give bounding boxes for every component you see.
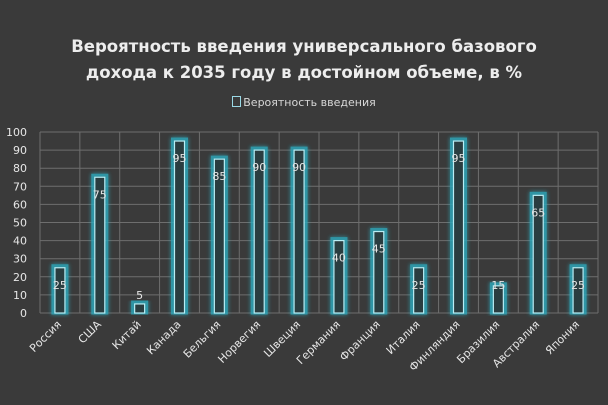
y-tick-label: 80 <box>13 162 27 175</box>
data-label: 25 <box>412 279 426 292</box>
chart-title: Вероятность введения универсального базо… <box>0 34 608 86</box>
x-tick-label: США <box>76 318 105 347</box>
x-tick-label: Япония <box>543 318 582 357</box>
data-label: 5 <box>136 289 143 302</box>
legend-label: Вероятность введения <box>243 96 376 109</box>
data-label: 90 <box>252 161 266 174</box>
data-label: 40 <box>332 252 346 265</box>
bar <box>452 140 465 314</box>
bar <box>293 149 305 314</box>
data-label: 25 <box>53 279 67 292</box>
y-tick-label: 100 <box>6 126 27 139</box>
legend-swatch <box>232 96 242 107</box>
data-label: 65 <box>531 206 545 219</box>
x-tick-label: Италия <box>384 318 423 357</box>
data-label: 15 <box>491 279 505 292</box>
x-tick-label: Китай <box>110 318 144 352</box>
data-label: 95 <box>173 152 187 165</box>
bar <box>94 176 106 314</box>
y-tick-label: 40 <box>13 235 27 248</box>
data-label: 90 <box>292 161 306 174</box>
bar <box>572 267 584 314</box>
data-label: 45 <box>372 243 386 256</box>
bar <box>253 149 265 314</box>
y-tick-label: 20 <box>13 271 27 284</box>
bar <box>333 240 345 314</box>
y-tick-label: 70 <box>13 180 27 193</box>
y-tick-label: 0 <box>20 307 27 320</box>
x-tick-label: Россия <box>27 318 64 355</box>
bar <box>134 303 146 314</box>
data-label: 95 <box>452 152 466 165</box>
bar <box>532 194 544 314</box>
y-tick-label: 50 <box>13 217 27 230</box>
y-tick-label: 60 <box>13 198 27 211</box>
bar <box>213 158 225 314</box>
data-label: 85 <box>212 170 226 183</box>
bar <box>54 267 66 314</box>
x-tick-label: Норвегия <box>215 318 263 366</box>
bar <box>492 285 504 314</box>
x-tick-label: Франция <box>337 318 383 364</box>
data-label: 25 <box>571 279 585 292</box>
x-tick-label: Канада <box>144 318 183 357</box>
chart-title-line-2: дохода к 2035 году в достойном объеме, в… <box>85 63 523 82</box>
y-tick-label: 30 <box>13 253 27 266</box>
y-tick-label: 10 <box>13 289 27 302</box>
chart-title-line-1: Вероятность введения универсального базо… <box>71 37 537 56</box>
legend: Вероятность введения <box>0 96 608 109</box>
bar <box>173 140 186 314</box>
data-label: 75 <box>93 188 107 201</box>
bar <box>413 267 425 314</box>
y-tick-label: 90 <box>13 144 27 157</box>
bar <box>373 230 385 314</box>
